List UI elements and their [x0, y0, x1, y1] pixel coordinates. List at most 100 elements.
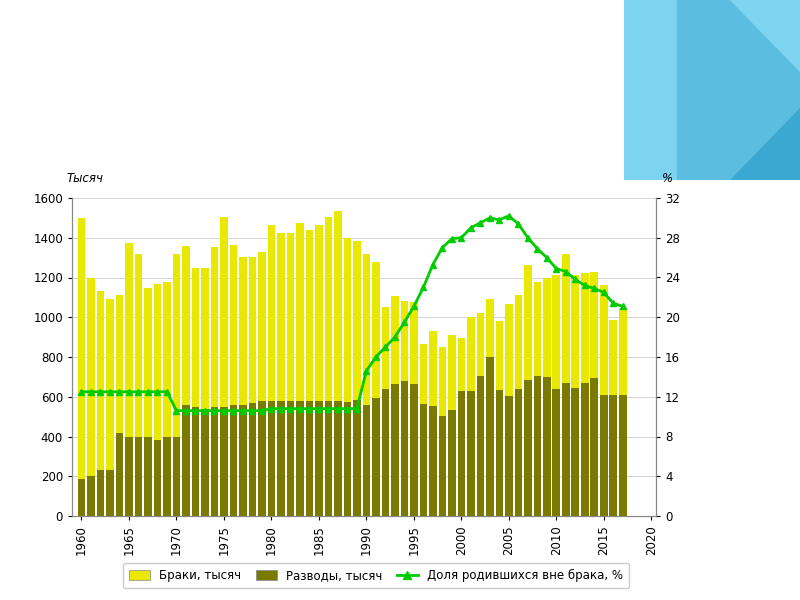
Bar	[590, 378, 598, 516]
Polygon shape	[624, 0, 800, 180]
Bar	[571, 275, 579, 516]
Bar	[78, 218, 86, 516]
Bar	[173, 254, 180, 516]
Bar	[296, 401, 304, 516]
Bar	[458, 338, 465, 516]
Bar	[495, 322, 503, 516]
Bar	[600, 285, 607, 516]
Bar	[249, 257, 256, 516]
Bar	[429, 331, 437, 516]
Bar	[343, 402, 351, 516]
Text: (* 2017 год - по данным помесячного оперативного учета, остальные
годы – по данн: (* 2017 год - по данным помесячного опер…	[154, 125, 646, 156]
Bar	[134, 254, 142, 516]
Bar	[97, 470, 104, 516]
Bar	[286, 233, 294, 516]
Bar	[382, 307, 389, 516]
Bar	[419, 344, 427, 516]
Bar	[619, 308, 626, 516]
Text: Число браков и разводов, зарегистрированных в России (тысяч)
и доля родившихся в: Число браков и разводов, зарегистрирован…	[114, 31, 686, 70]
Bar	[106, 299, 114, 516]
Bar	[154, 440, 162, 516]
Bar	[258, 401, 266, 516]
Bar	[372, 262, 380, 516]
Bar	[353, 400, 361, 516]
Bar	[514, 295, 522, 516]
Bar	[372, 398, 380, 516]
Bar	[134, 436, 142, 516]
Bar	[562, 383, 570, 516]
Bar	[505, 304, 513, 516]
Text: %: %	[662, 172, 673, 185]
Bar	[486, 358, 494, 516]
Bar	[343, 238, 351, 516]
Bar	[553, 275, 560, 516]
Bar	[173, 437, 180, 516]
Bar	[116, 433, 123, 516]
Bar	[230, 245, 238, 516]
Bar	[391, 296, 398, 516]
Bar	[477, 376, 484, 516]
Bar	[277, 401, 285, 516]
Legend: Браки, тысяч, Разводы, тысяч, Доля родившихся вне брака, %: Браки, тысяч, Разводы, тысяч, Доля родив…	[122, 563, 630, 588]
Bar	[486, 299, 494, 516]
Bar	[362, 254, 370, 516]
Bar	[353, 241, 361, 516]
Bar	[87, 278, 94, 516]
Bar	[401, 301, 408, 516]
Bar	[163, 282, 170, 516]
Bar	[543, 277, 550, 516]
Bar	[534, 376, 541, 516]
Bar	[391, 384, 398, 516]
Bar	[543, 377, 550, 516]
Bar	[315, 225, 322, 516]
Bar	[467, 317, 474, 516]
Bar	[125, 437, 133, 516]
Bar	[230, 405, 238, 516]
Bar	[458, 391, 465, 516]
Bar	[163, 436, 170, 516]
Bar	[268, 401, 275, 516]
Bar	[210, 407, 218, 516]
Bar	[514, 389, 522, 516]
Bar	[325, 217, 332, 516]
Bar	[610, 395, 617, 516]
Bar	[334, 401, 342, 516]
Bar	[306, 230, 313, 516]
Bar	[429, 406, 437, 516]
Bar	[154, 284, 162, 516]
Bar	[125, 243, 133, 516]
Polygon shape	[730, 108, 800, 180]
Bar	[410, 384, 418, 516]
Bar	[106, 470, 114, 516]
Bar	[467, 391, 474, 516]
Bar	[362, 404, 370, 516]
Text: Тысяч: Тысяч	[66, 172, 103, 185]
Bar	[334, 211, 342, 516]
Bar	[419, 404, 427, 516]
Bar	[192, 407, 199, 516]
Bar	[495, 390, 503, 516]
Bar	[534, 281, 541, 516]
Bar	[610, 320, 617, 516]
Bar	[590, 272, 598, 516]
Bar	[296, 223, 304, 516]
Polygon shape	[677, 0, 800, 180]
Bar	[277, 233, 285, 516]
Bar	[201, 409, 209, 516]
Bar	[144, 437, 152, 516]
Bar	[382, 389, 389, 516]
Bar	[182, 246, 190, 516]
Bar	[116, 295, 123, 516]
Bar	[581, 272, 589, 516]
Bar	[438, 416, 446, 516]
Bar	[581, 383, 589, 516]
Bar	[315, 401, 322, 516]
Bar	[562, 254, 570, 516]
Bar	[600, 395, 607, 516]
Bar	[553, 389, 560, 516]
Bar	[448, 335, 456, 516]
Bar	[448, 410, 456, 516]
Bar	[201, 268, 209, 516]
Bar	[524, 265, 532, 516]
Bar	[286, 401, 294, 516]
